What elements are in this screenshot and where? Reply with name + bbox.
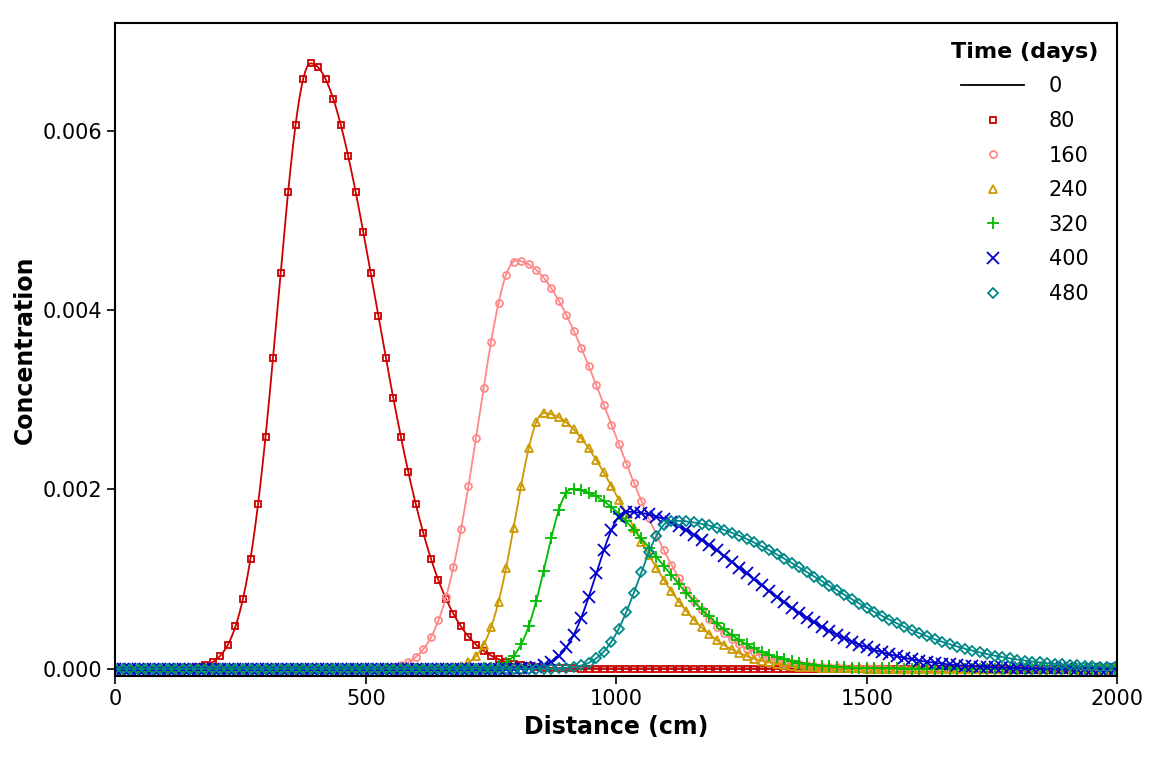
240: [687, 615, 700, 624]
160: [108, 664, 122, 674]
Line: 80: 80: [112, 60, 1126, 672]
320: [341, 664, 355, 674]
Legend: 0, 80, 160, 240, 320, 400, 480: 0, 80, 160, 240, 320, 400, 480: [943, 34, 1107, 313]
320: [108, 664, 122, 674]
400: [1115, 664, 1129, 674]
240: [650, 563, 664, 572]
80: [687, 664, 700, 674]
Line: 400: 400: [109, 506, 1128, 674]
80: [1055, 664, 1069, 674]
480: [642, 548, 655, 557]
80: [108, 664, 122, 674]
240: [341, 664, 355, 674]
160: [987, 664, 1001, 674]
320: [650, 552, 664, 561]
160: [687, 596, 700, 605]
240: [537, 409, 551, 418]
400: [108, 664, 122, 674]
160: [514, 257, 528, 266]
Line: 160: 160: [112, 258, 1126, 672]
160: [1115, 664, 1129, 674]
400: [341, 664, 355, 674]
320: [987, 664, 1001, 674]
80: [987, 664, 1001, 674]
480: [987, 651, 1001, 660]
400: [650, 512, 664, 521]
320: [838, 663, 851, 672]
0: [1111, 664, 1124, 674]
240: [1115, 664, 1129, 674]
240: [108, 664, 122, 674]
80: [304, 59, 318, 68]
0: [897, 664, 911, 674]
0: [1082, 664, 1096, 674]
0: [596, 664, 609, 674]
320: [1055, 664, 1069, 674]
480: [108, 664, 122, 674]
400: [687, 530, 700, 539]
160: [1055, 664, 1069, 674]
80: [349, 187, 363, 197]
Line: 240: 240: [111, 409, 1127, 673]
320: [567, 485, 581, 494]
0: [569, 664, 583, 674]
400: [1055, 664, 1069, 673]
320: [1115, 664, 1129, 674]
480: [665, 516, 679, 525]
80: [650, 664, 664, 674]
400: [987, 663, 1001, 672]
160: [650, 530, 664, 539]
400: [620, 507, 634, 516]
480: [1115, 663, 1129, 672]
480: [341, 664, 355, 674]
240: [987, 664, 1001, 674]
320: [687, 597, 700, 606]
80: [1115, 664, 1129, 674]
480: [1055, 660, 1069, 669]
Line: 480: 480: [112, 517, 1126, 672]
240: [1055, 664, 1069, 674]
80: [838, 664, 851, 674]
Y-axis label: Concentration: Concentration: [13, 255, 37, 444]
X-axis label: Distance (cm): Distance (cm): [524, 714, 708, 739]
0: [108, 664, 122, 674]
480: [838, 591, 851, 600]
160: [838, 663, 851, 672]
0: [159, 664, 173, 674]
480: [687, 518, 700, 527]
0: [1081, 664, 1094, 674]
160: [341, 664, 355, 674]
240: [838, 664, 851, 673]
Line: 320: 320: [109, 484, 1128, 674]
400: [838, 634, 851, 643]
